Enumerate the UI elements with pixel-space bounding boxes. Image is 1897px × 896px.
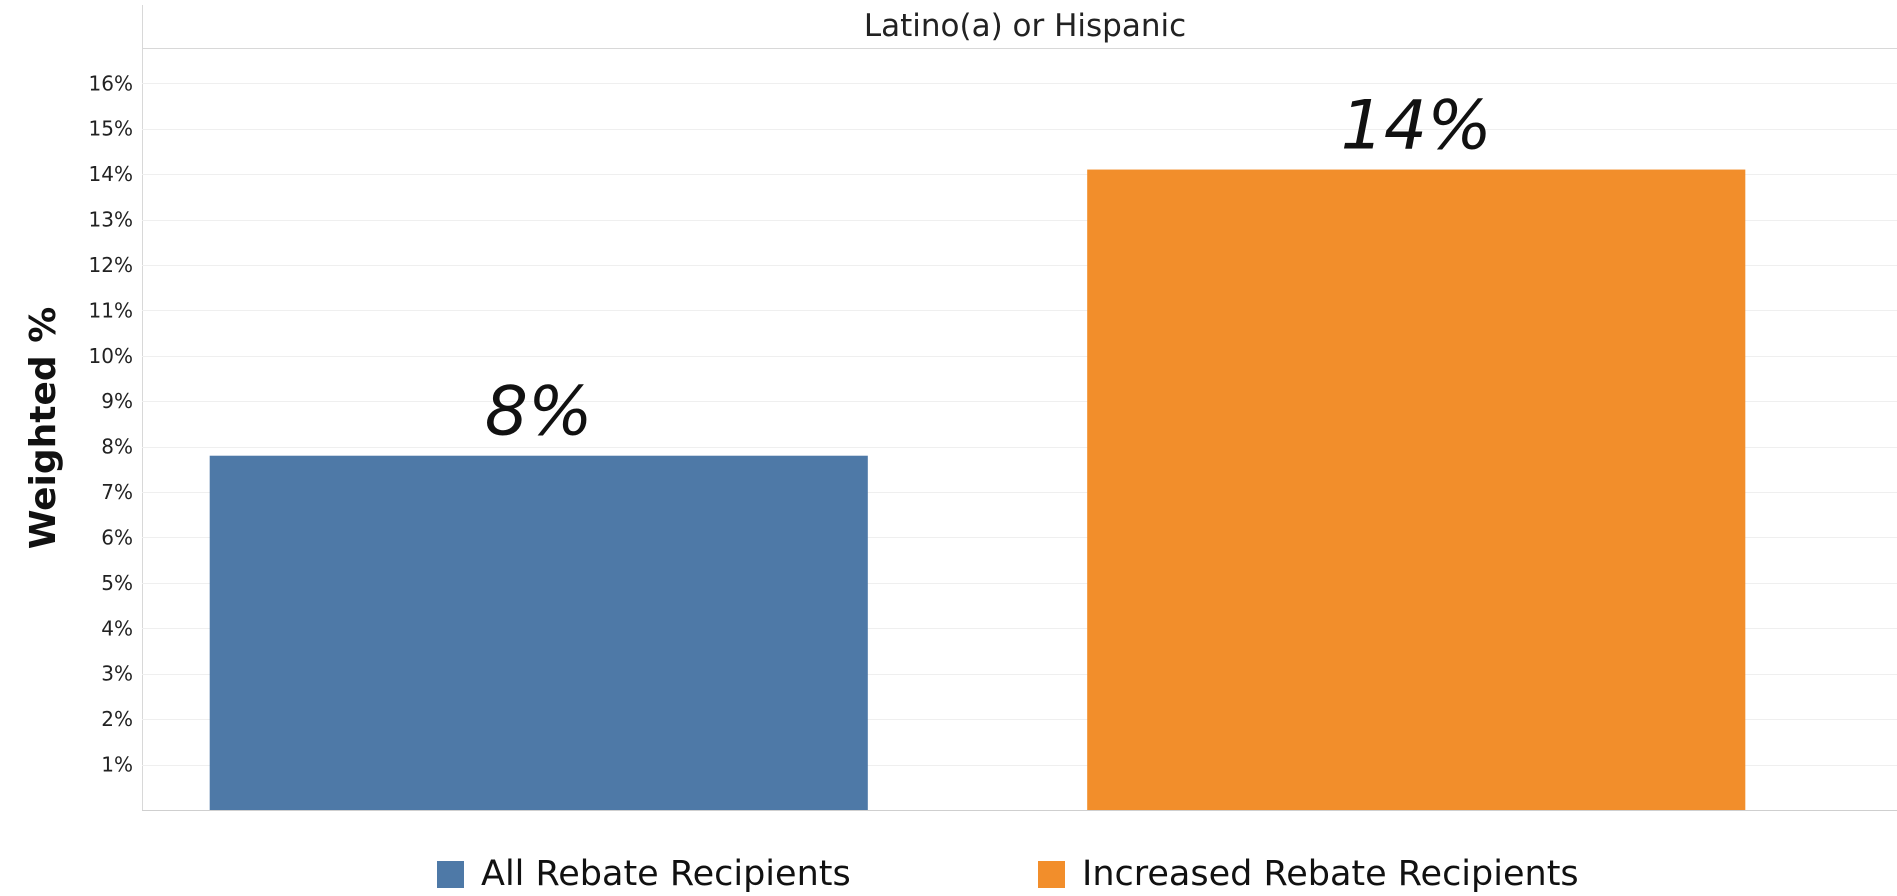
y-tick-label: 16% [89,71,133,95]
data-labels: 8% 14% [485,87,1492,452]
bar-all-rebate-recipients [209,455,868,810]
chart-title: Latino(a) or Hispanic [864,8,1186,44]
bar-chart: Latino(a) or Hispanic 1% 2% 3% 4% 5% 6% 7% 8% 9%… [23,5,1897,811]
bar-value-label: 14% [1341,87,1492,166]
y-tick-label: 9% [101,389,133,413]
y-tick-label: 15% [89,117,133,141]
y-tick-label: 11% [89,298,133,322]
legend-label: Increased Rebate Recipients [1082,854,1579,894]
legend-swatch-orange [1038,860,1065,888]
y-axis-title: Weighted % [23,307,64,550]
bar-increased-rebate-recipients [1087,169,1746,811]
y-tick-label: 10% [89,344,133,368]
bars [209,169,1746,811]
bar-value-label: 8% [485,373,593,452]
y-tick-label: 4% [101,616,133,640]
y-tick-label: 1% [101,753,133,777]
y-tick-label: 13% [89,208,133,232]
y-axis-ticks: 1% 2% 3% 4% 5% 6% 7% 8% 9% 10% 11% 12% 13% 14% 15% 16% [89,71,133,776]
y-tick-label: 7% [101,480,133,504]
y-tick-label: 14% [89,162,133,186]
legend-swatch-blue [437,860,464,888]
legend-item-all-rebate-recipients: All Rebate Recipients [437,852,851,896]
legend-label: All Rebate Recipients [481,854,851,894]
legend-item-increased-rebate-recipients: Increased Rebate Recipients [1038,852,1579,896]
y-tick-label: 3% [101,662,133,686]
y-tick-label: 12% [89,253,133,277]
y-tick-label: 5% [101,571,133,595]
y-tick-label: 6% [101,525,133,549]
y-tick-label: 8% [101,435,133,459]
y-tick-label: 2% [101,707,133,731]
legend: All Rebate Recipients Increased Rebate R… [0,852,1897,896]
